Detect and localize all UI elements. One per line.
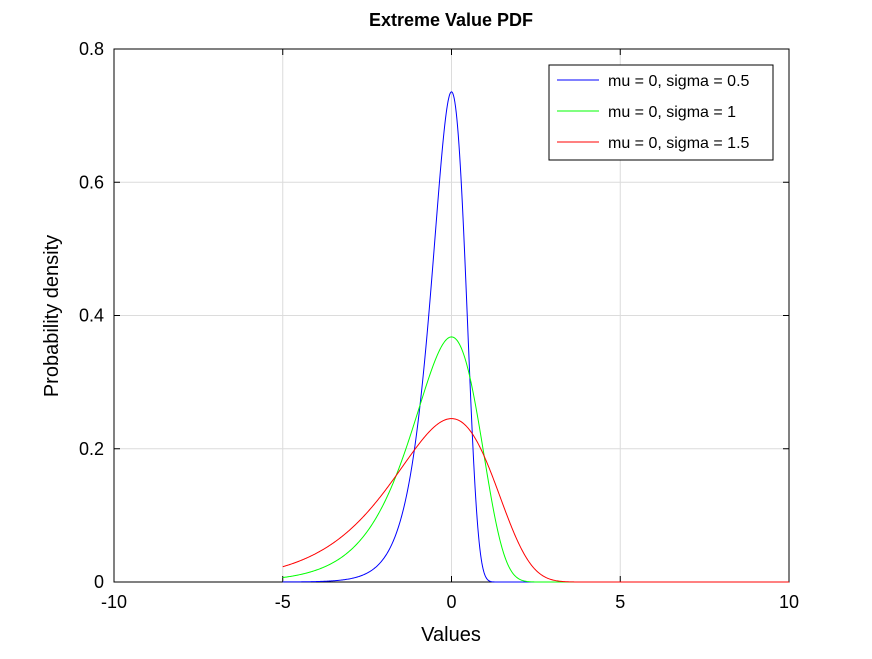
- x-tick-label: -10: [101, 592, 127, 612]
- x-axis-label: Values: [421, 624, 481, 646]
- x-tick-label: 0: [446, 592, 456, 612]
- y-tick-label: 0.4: [79, 306, 104, 326]
- series-lines: [282, 91, 789, 583]
- axis-ticks: -10 -5 0 5 10 0 0.2 0.4 0.6 0.8: [79, 39, 799, 612]
- x-tick-label: 10: [779, 592, 799, 612]
- legend-label-2: mu = 0, sigma = 1.5: [608, 135, 750, 152]
- y-tick-label: 0.2: [79, 439, 104, 459]
- x-tick-label: 5: [615, 592, 625, 612]
- series-line-1: [282, 336, 789, 583]
- legend: mu = 0, sigma = 0.5 mu = 0, sigma = 1 mu =…: [548, 64, 774, 161]
- y-tick-label: 0: [94, 572, 104, 592]
- legend-label-1: mu = 0, sigma = 1: [608, 104, 736, 121]
- y-tick-label: 0.6: [79, 172, 104, 192]
- y-tick-label: 0.8: [79, 39, 104, 59]
- x-tick-label: -5: [275, 592, 291, 612]
- legend-box: [548, 64, 774, 161]
- series-line-2: [282, 418, 789, 583]
- chart-title: Extreme Value PDF: [369, 10, 533, 30]
- y-axis-label: Probability density: [41, 235, 63, 397]
- series-line-0: [282, 91, 789, 583]
- legend-label-0: mu = 0, sigma = 0.5: [608, 73, 750, 90]
